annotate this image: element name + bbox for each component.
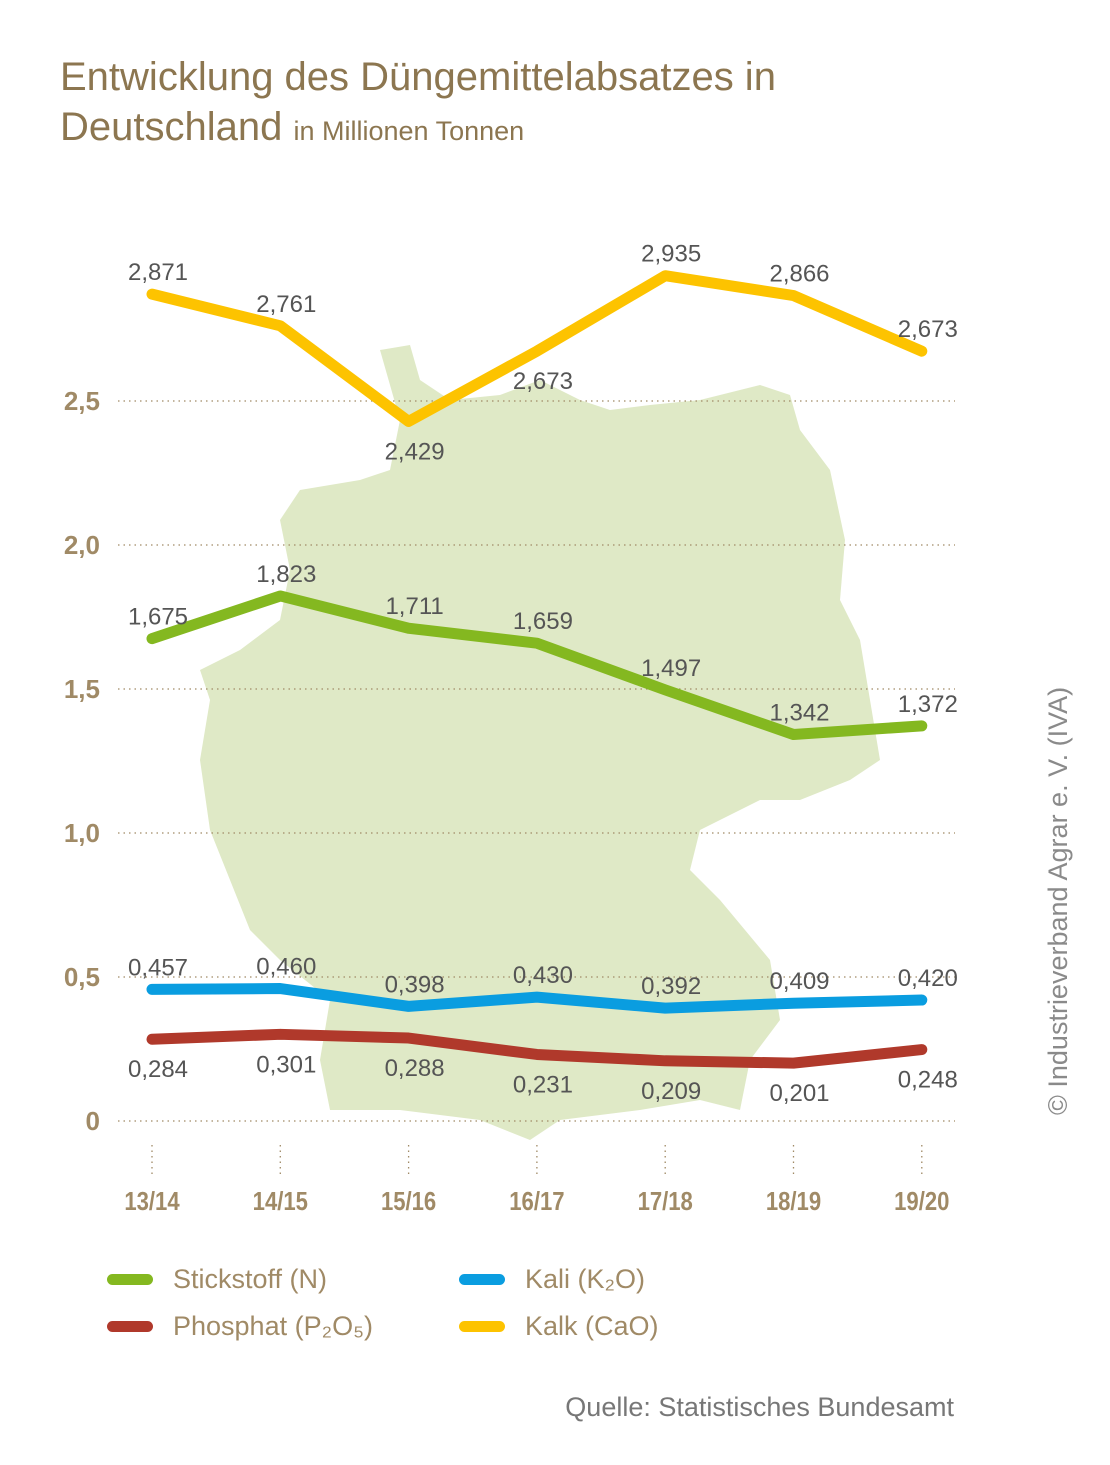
legend-label: Kali (K₂O): [525, 1264, 645, 1294]
data-label-phosphat: 0,209: [641, 1078, 701, 1105]
copyright-note: © Industrieverband Agrar e. V. (IVA): [1043, 686, 1073, 1115]
data-label-kalk: 2,871: [128, 259, 188, 286]
germany-map-background: [200, 345, 880, 1140]
x-tick-label: 13/14: [124, 1187, 180, 1216]
data-label-phosphat: 0,288: [385, 1055, 445, 1082]
chart-subtitle: in Millionen Tonnen: [293, 116, 525, 146]
data-label-kali: 0,460: [256, 954, 316, 981]
y-tick-label: 2,0: [64, 530, 100, 560]
chart-title: Entwicklung des Düngemittelabsatzes in D…: [60, 52, 960, 156]
x-tick-label: 14/15: [253, 1187, 308, 1216]
legend-label: Kalk (CaO): [525, 1311, 659, 1341]
data-label-kalk: 2,935: [641, 241, 701, 268]
data-label-stickstoff: 1,711: [385, 593, 443, 620]
legend-swatch: [107, 1274, 153, 1285]
data-label-kali: 0,420: [898, 965, 958, 992]
y-tick-label: 0: [86, 1106, 100, 1136]
data-label-stickstoff: 1,497: [641, 655, 701, 682]
data-label-stickstoff: 1,823: [256, 561, 316, 588]
y-tick-label: 1,0: [64, 818, 100, 848]
x-tick-label: 16/17: [509, 1187, 564, 1216]
data-label-kali: 0,392: [641, 973, 701, 1000]
legend-swatch: [459, 1274, 505, 1285]
data-label-kali: 0,398: [385, 971, 445, 998]
x-tick-label: 19/20: [894, 1187, 949, 1216]
y-tick-label: 2,5: [64, 386, 100, 416]
legend-swatch: [107, 1321, 153, 1332]
data-label-kali: 0,409: [769, 968, 829, 995]
data-label-phosphat: 0,301: [256, 1051, 316, 1078]
x-tick-label: 18/19: [766, 1187, 821, 1216]
data-label-stickstoff: 1,372: [898, 691, 958, 718]
legend-label: Phosphat (P₂O₅): [173, 1311, 373, 1341]
data-label-kalk: 2,761: [256, 291, 316, 318]
legend-item-kalk: Kalk (CaO): [459, 1311, 659, 1342]
data-label-kalk: 2,673: [898, 316, 958, 343]
data-label-kalk: 2,429: [385, 438, 445, 465]
data-label-stickstoff: 1,675: [128, 604, 188, 631]
title-text: Entwicklung des Düngemittelabsatzes in D…: [60, 55, 776, 149]
legend-label: Stickstoff (N): [173, 1264, 328, 1294]
legend-item-phosphat: Phosphat (P₂O₅): [107, 1311, 373, 1342]
data-label-stickstoff: 1,659: [513, 608, 573, 635]
data-label-kali: 0,430: [513, 962, 573, 989]
x-tick-label: 17/18: [638, 1187, 693, 1216]
data-label-kalk: 2,866: [769, 261, 829, 288]
y-tick-label: 1,5: [64, 674, 100, 704]
data-label-phosphat: 0,284: [128, 1056, 188, 1083]
x-tick-label: 15/16: [381, 1187, 436, 1216]
legend-swatch: [459, 1321, 505, 1332]
data-label-stickstoff: 1,342: [769, 700, 829, 727]
data-label-phosphat: 0,231: [513, 1071, 573, 1098]
legend-item-kali: Kali (K₂O): [459, 1264, 645, 1295]
legend-item-stickstoff: Stickstoff (N): [107, 1264, 327, 1295]
y-tick-label: 0,5: [64, 962, 100, 992]
source-note: Quelle: Statistisches Bundesamt: [565, 1392, 954, 1422]
data-label-kalk: 2,673: [513, 368, 573, 395]
data-label-phosphat: 0,201: [769, 1080, 829, 1107]
data-label-kali: 0,457: [128, 954, 188, 981]
data-label-phosphat: 0,248: [898, 1067, 958, 1094]
